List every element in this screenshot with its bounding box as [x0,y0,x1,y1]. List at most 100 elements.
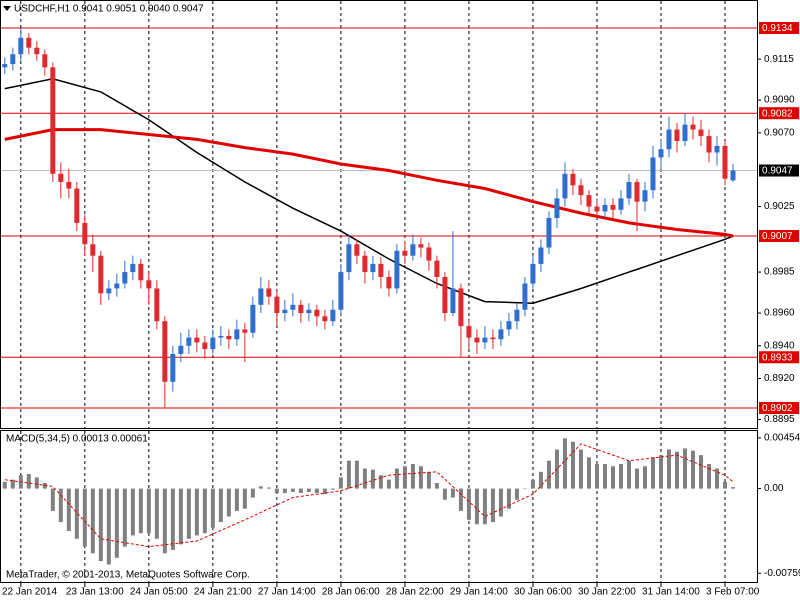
macd-bar [514,488,519,500]
macd-bar [66,488,71,531]
candle-body [730,170,736,181]
candle-body [330,309,336,322]
macd-bar [322,488,327,495]
macd-bar [346,460,351,489]
candle-body [250,304,256,333]
x-tick-label: 28 Jan 22:00 [386,587,444,598]
macd-bar [562,438,567,489]
macd-bar [226,488,231,517]
candle-body [130,263,136,273]
candle-body [674,129,680,142]
candle-body [162,321,168,382]
macd-bar [418,466,423,489]
candle-body [642,190,648,202]
y-tick-label: 0.8940 [764,340,795,351]
macd-bar [722,481,727,489]
macd-bar [498,488,503,517]
macd-bar [234,488,239,511]
macd-bar [138,488,143,534]
macd-bar [298,488,303,494]
candle-body [618,198,624,210]
candle-body [714,145,720,153]
moving-average [4,78,734,304]
candle-body [354,244,360,256]
candle-body [634,181,640,202]
candle-body [186,337,192,346]
macd-bar [682,448,687,489]
macd-bar [570,441,575,489]
candle-body [522,283,528,310]
candle-body [50,67,56,174]
macd-bar [74,488,79,539]
candle-body [138,263,144,281]
macd-bar [34,477,39,489]
x-tick-label: 30 Jan 22:00 [578,587,636,598]
y-tick-label: 0.9070 [764,127,795,138]
macd-bar [186,488,191,539]
candle-body [66,181,72,189]
candle-body [554,198,560,219]
macd-bar [282,488,287,494]
y-tick-label: 0.8895 [764,414,795,425]
y-tick-label: 0.8920 [764,373,795,384]
macd-bar [730,487,735,489]
menu-arrow [3,6,11,11]
candle-body [578,185,584,196]
macd-bar [162,488,167,554]
candle-body [98,255,104,294]
macd-bar [650,457,655,489]
macd-bar [618,464,623,489]
level-label: 0.9134 [762,23,793,34]
candle-body [602,204,608,212]
macd-bar [338,477,343,489]
candle-body [122,272,128,284]
macd-bar [242,488,247,509]
macd-bar [610,466,615,489]
candle-body [106,288,112,294]
macd-bar [490,488,495,523]
candle-body [466,326,472,338]
macd-bar [330,488,335,490]
candle-body [170,353,176,382]
candle-body [274,296,280,314]
macd-bar [362,468,367,489]
macd-bar [106,488,111,565]
candle-body [154,288,160,322]
x-tick-label: 31 Jan 14:00 [642,587,700,598]
candle-body [418,244,424,248]
candle-body [114,283,120,289]
macd-bar [250,488,255,498]
candle-body [514,309,520,322]
macd-bar [402,466,407,489]
candle-body [178,345,184,354]
candle-body [338,272,344,310]
candle-body [666,129,672,150]
y-tick-label: 0.00 [764,483,784,494]
candle-body [146,280,152,289]
macd-bar [426,471,431,489]
y-tick-label: 0.8985 [764,267,795,278]
candle-body [690,124,696,130]
level-label: 0.8933 [762,352,793,363]
macd-bar [386,479,391,489]
candle-body [242,329,248,333]
x-tick-label: 29 Jan 14:00 [450,587,508,598]
candle-body [658,149,664,158]
candle-body [290,304,296,310]
macd-bar [410,464,415,489]
macd-bar [482,488,487,525]
candle-body [650,157,656,191]
signal-line [4,443,734,548]
macd-bar [714,468,719,489]
candle-body [2,64,8,68]
candle-body [378,263,384,277]
macd-bar [442,488,447,500]
candle-body [314,309,320,317]
x-tick-label: 22 Jan 2014 [2,587,57,598]
candle-body [74,188,80,223]
macd-bar [314,488,319,494]
level-label-box [759,402,799,415]
level-label-box [759,107,799,120]
macd-bar [658,455,663,489]
candle-body [434,260,440,277]
